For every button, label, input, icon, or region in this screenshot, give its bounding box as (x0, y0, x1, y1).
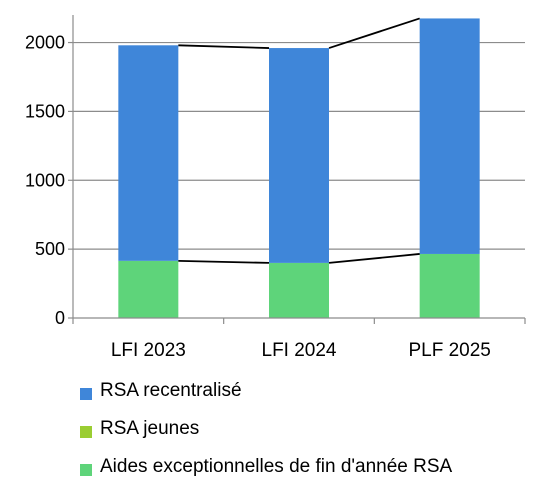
stacked-bar-chart: 0 500 1000 1500 2000 LFI 2023 LFI 2024 PLF 2025 (25, 15, 526, 361)
legend-label: RSA recentralisé (100, 380, 242, 401)
series-connector-line (328, 17, 420, 49)
y-tick-label: 1000 (25, 170, 65, 190)
bar-segment-aides-exceptionnelles-de-fin-d-ann-e-rsa (118, 260, 179, 318)
series-connector-line (178, 44, 270, 49)
legend-swatch (80, 426, 92, 438)
bar-segment-aides-exceptionnelles-de-fin-d-ann-e-rsa (419, 253, 480, 318)
y-tick-label: 1500 (25, 101, 65, 121)
legend-swatch (80, 388, 92, 400)
series-connector-line (328, 253, 420, 264)
bar-segment-rsa-recentralis- (118, 45, 179, 261)
x-tick-label: LFI 2024 (262, 340, 337, 361)
series-connector-line (178, 259, 270, 264)
bar-segment-rsa-recentralis- (419, 18, 480, 254)
legend-swatch (80, 464, 92, 476)
y-tick-label: 2000 (25, 33, 65, 53)
legend-label: RSA jeunes (100, 418, 200, 439)
y-tick-label: 500 (35, 239, 65, 259)
x-tick-label: LFI 2023 (111, 340, 186, 361)
y-tick-label: 0 (55, 308, 65, 328)
x-tick-label: PLF 2025 (408, 340, 490, 361)
bar-segment-aides-exceptionnelles-de-fin-d-ann-e-rsa (269, 262, 329, 318)
legend-label: Aides exceptionnelles de fin d'année RSA (100, 456, 453, 477)
bar-segment-rsa-recentralis- (269, 48, 329, 263)
